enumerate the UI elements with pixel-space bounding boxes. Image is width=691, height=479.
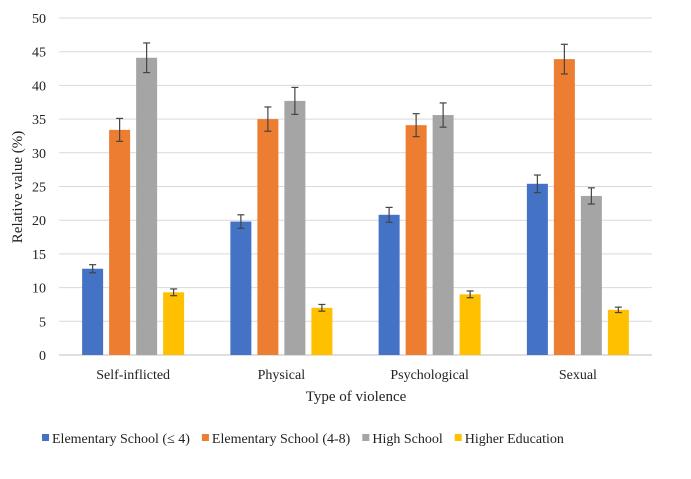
y-tick-label: 10 [32, 282, 46, 297]
y-tick-label: 0 [39, 349, 46, 364]
legend-swatch [42, 434, 49, 441]
bar [580, 195, 602, 355]
x-tick-label: Self-inflicted [96, 368, 170, 383]
x-axis-label: Type of violence [306, 389, 407, 405]
y-tick-label: 25 [32, 181, 46, 196]
gridlines [59, 17, 652, 356]
legend-item: Elementary School (≤ 4) [42, 432, 190, 447]
bar [82, 268, 104, 355]
x-tick-label: Sexual [559, 368, 597, 383]
y-axis-ticks: 0 5 10 15 20 25 30 35 40 45 50 [32, 12, 46, 364]
legend-item: High School [362, 432, 443, 447]
bar [607, 309, 629, 355]
y-tick-label: 35 [32, 113, 46, 128]
legend-swatch [362, 434, 370, 441]
y-tick-label: 20 [32, 214, 46, 229]
bar [526, 183, 548, 355]
bar [553, 59, 575, 355]
legend-label: Higher Education [465, 432, 564, 447]
bar [405, 125, 427, 355]
bar [432, 115, 454, 355]
legend-label: Elementary School (≤ 4) [52, 432, 190, 447]
legend-label: Elementary School (4-8) [212, 432, 351, 447]
y-tick-label: 45 [32, 46, 46, 61]
bar [230, 221, 252, 355]
y-tick-label: 5 [39, 315, 46, 330]
x-tick-label: Physical [258, 368, 306, 383]
legend-swatch [201, 434, 209, 441]
y-tick-label: 50 [32, 12, 46, 27]
legend: Elementary School (≤ 4) Elementary School… [42, 432, 564, 447]
bars [82, 42, 629, 356]
x-axis-ticks: Self-inflicted Physical Psychological Sexua… [96, 368, 597, 383]
y-tick-label: 15 [32, 248, 46, 263]
bar [378, 214, 400, 355]
y-tick-label: 40 [32, 79, 46, 94]
legend-label: High School [372, 432, 443, 447]
bar [284, 100, 306, 355]
legend-item: Higher Education [454, 432, 564, 447]
y-tick-label: 30 [32, 147, 46, 162]
legend-item: Elementary School (4-8) [201, 432, 351, 447]
bar [311, 307, 333, 355]
bar [257, 119, 279, 355]
bar [163, 292, 185, 355]
y-axis-label: Relative value (%) [10, 131, 26, 243]
bar [136, 57, 158, 356]
x-tick-label: Psychological [390, 368, 469, 383]
legend-swatch [454, 434, 462, 441]
bar [109, 129, 131, 355]
bar [459, 294, 481, 355]
